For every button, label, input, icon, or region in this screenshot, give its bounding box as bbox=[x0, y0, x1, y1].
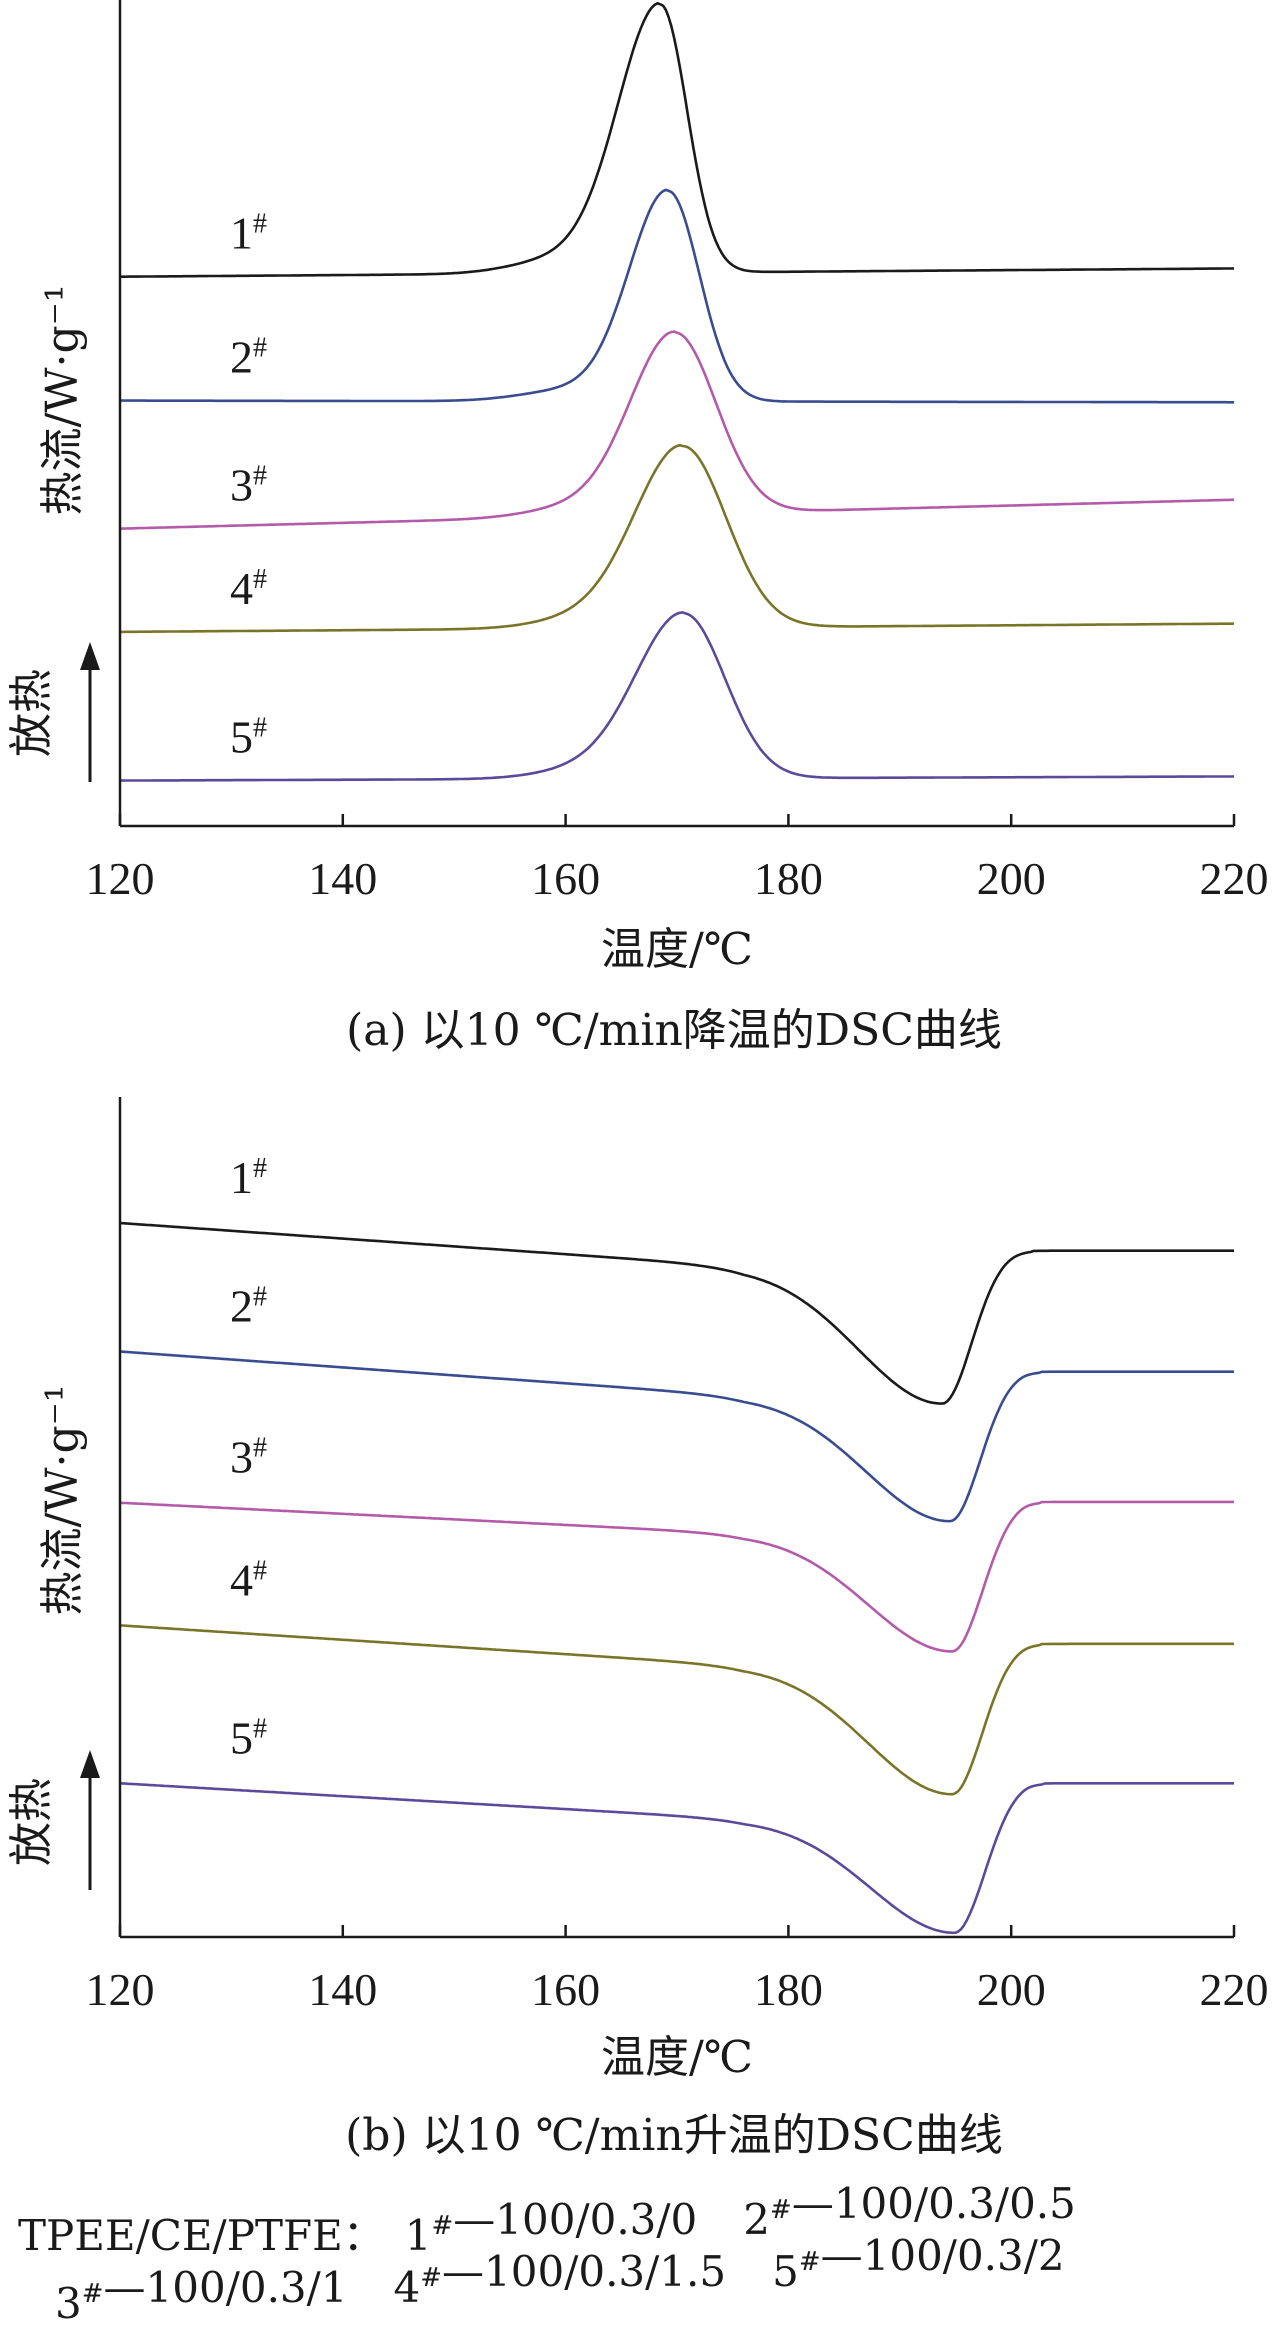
panel-b-y-axis-label: 热流/W·g⁻¹ bbox=[37, 1384, 88, 1615]
legend-prefix: TPEE/CE/PTFE： bbox=[18, 2211, 385, 2260]
panel-b-tick-label-160: 160 bbox=[531, 1964, 600, 2015]
panel-b-series-4-label: 4# bbox=[230, 1554, 267, 1605]
panel-b-series-4-curve bbox=[119, 1624, 1234, 1796]
panel-b-exo-arrowhead-icon bbox=[80, 1750, 100, 1778]
legend-entry-5-value: —100/0.3/2 bbox=[821, 2231, 1065, 2280]
legend-entry-5-label: 5 bbox=[772, 2247, 799, 2296]
panel-a-series-5-label: 5# bbox=[230, 712, 267, 763]
panel-b-x-axis-label: 温度/℃ bbox=[601, 2032, 753, 2083]
panel-b-caption: (b) 以10 ℃/min升温的DSC曲线 bbox=[345, 2110, 1003, 2161]
legend-entry-1-label: 1 bbox=[405, 2211, 432, 2260]
panel-a-caption: (a) 以10 ℃/min降温的DSC曲线 bbox=[346, 1005, 1002, 1056]
legend-entry-2-label: 2 bbox=[743, 2195, 770, 2244]
panel-b-exotherm-indicator: 放热 bbox=[6, 1750, 100, 1890]
panel-a-exo-arrowhead-icon bbox=[80, 642, 100, 670]
panel-b-series-5-curve bbox=[119, 1782, 1234, 1935]
panel-b-series-1-curve bbox=[119, 1221, 1234, 1405]
panel-b-series-3-label: 3# bbox=[230, 1432, 267, 1483]
legend-line-1: TPEE/CE/PTFE： 1#—100/0.3/0 2#—100/0.3/0.5 bbox=[18, 2179, 1076, 2260]
panel-a-exotherm-indicator: 放热 bbox=[6, 642, 100, 782]
panel-b-tick-label-120: 120 bbox=[86, 1964, 155, 2015]
panel-b-tick-label-180: 180 bbox=[754, 1964, 823, 2015]
panel-a-tick-label-200: 200 bbox=[977, 853, 1046, 904]
panel-a-series-labels: 1# 2# 3# 4# 5# bbox=[230, 208, 267, 763]
panel-a-series-3-curve bbox=[120, 330, 1235, 530]
panel-a-series-4-label: 4# bbox=[230, 563, 267, 614]
panel-a-series-4-curve bbox=[120, 443, 1235, 634]
panel-a-series-5-curve bbox=[120, 611, 1235, 782]
panel-a-y-axis-label: 热流/W·g⁻¹ bbox=[37, 284, 88, 515]
panel-a-exo-label: 放热 bbox=[6, 669, 57, 757]
plot-a-area bbox=[120, 1, 1235, 782]
composition-legend: TPEE/CE/PTFE： 1#—100/0.3/0 2#—100/0.3/0.5 … bbox=[18, 2179, 1076, 2328]
panel-b-series-2-curve bbox=[119, 1350, 1234, 1523]
panel-a-tick-label-120: 120 bbox=[86, 853, 155, 904]
panel-b-series-3-curve bbox=[119, 1500, 1234, 1653]
panel-b-heating-dsc: 120 140 160 180 200 220 温度/℃ (b) 以10 ℃/min升温的… bbox=[6, 1097, 1269, 2161]
panel-b-series-2-label: 2# bbox=[230, 1281, 267, 1332]
panel-b-exo-label: 放热 bbox=[6, 1778, 57, 1866]
legend-entry-2-value: —100/0.3/0.5 bbox=[792, 2179, 1076, 2228]
legend-entry-3-label: 3 bbox=[55, 2279, 82, 2328]
panel-a-cooling-dsc: 120 140 160 180 200 220 温度/℃ (a) 以10 ℃/min降温的… bbox=[6, 0, 1269, 1056]
panel-a-tick-label-140: 140 bbox=[308, 853, 377, 904]
panel-a-tick-label-160: 160 bbox=[531, 853, 600, 904]
panel-b-tick-label-200: 200 bbox=[977, 1964, 1046, 2015]
legend-entry-4-value: —100/0.3/1.5 bbox=[442, 2247, 726, 2296]
plot-b-area bbox=[119, 1221, 1234, 1935]
panel-b-tick-label-220: 220 bbox=[1200, 1964, 1269, 2015]
panel-b-x-ticks: 120 140 160 180 200 220 bbox=[86, 1925, 1269, 2015]
panel-a-series-3-label: 3# bbox=[230, 460, 267, 511]
panel-a-tick-label-180: 180 bbox=[754, 853, 823, 904]
panel-a-series-1-curve bbox=[120, 1, 1235, 278]
panel-b-tick-label-140: 140 bbox=[308, 1964, 377, 2015]
legend-entry-3-value: —100/0.3/1 bbox=[104, 2263, 348, 2312]
legend-entry-1-value: —100/0.3/0 bbox=[453, 2195, 697, 2244]
panel-a-series-2-curve bbox=[120, 188, 1234, 404]
panel-b-series-1-label: 1# bbox=[230, 1152, 267, 1203]
legend-entry-4-label: 4 bbox=[394, 2263, 421, 2312]
panel-b-series-5-label: 5# bbox=[230, 1712, 267, 1763]
panel-a-series-2-label: 2# bbox=[230, 332, 267, 383]
panel-a-series-1-label: 1# bbox=[230, 208, 267, 259]
panel-a-x-axis-label: 温度/℃ bbox=[601, 924, 753, 975]
panel-a-tick-label-220: 220 bbox=[1200, 853, 1269, 904]
legend-line-2: 3#—100/0.3/1 4#—100/0.3/1.5 5#—100/0.3/2 bbox=[55, 2231, 1065, 2328]
panel-b-series-labels: 1# 2# 3# 4# 5# bbox=[230, 1152, 267, 1763]
panel-a-x-ticks: 120 140 160 180 200 220 bbox=[86, 814, 1269, 904]
